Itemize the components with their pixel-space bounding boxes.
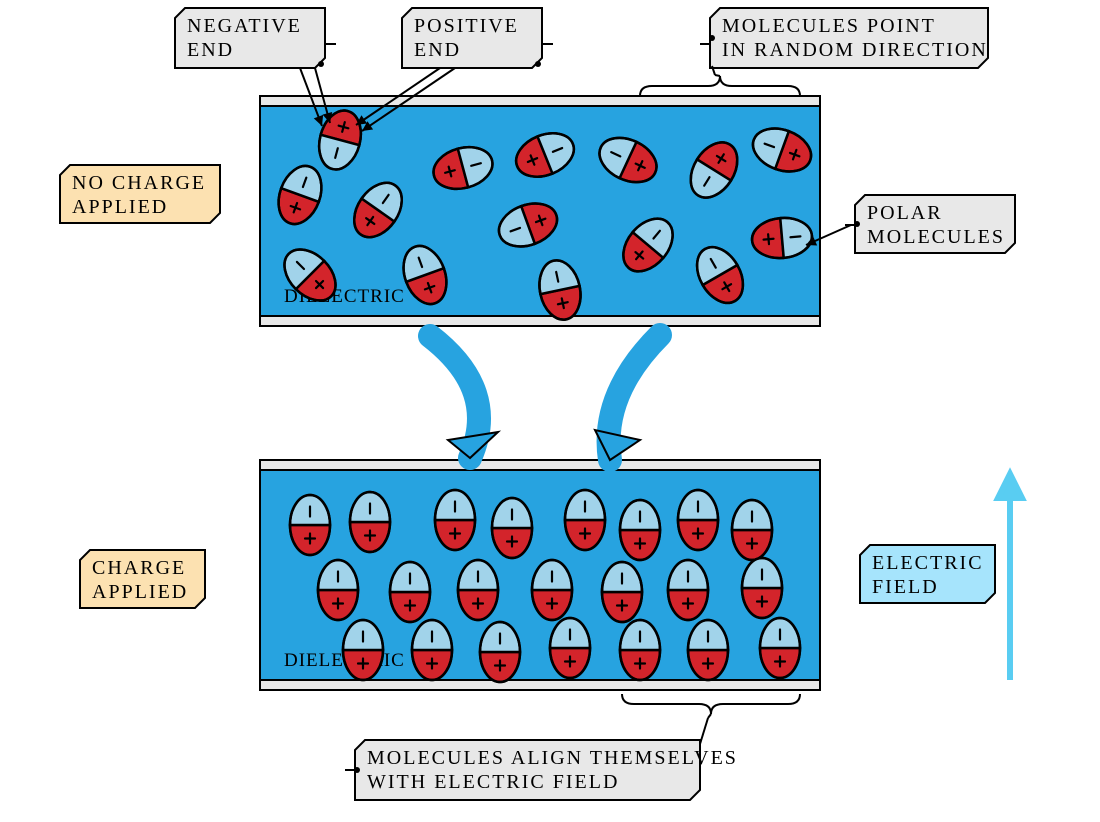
polar-molecule-aligned <box>688 620 728 680</box>
capacitor-plate <box>260 680 820 690</box>
polar-molecule-aligned <box>760 618 800 678</box>
polar-molecule-aligned <box>480 622 520 682</box>
label-align-line1: WITH ELECTRIC FIELD <box>367 771 619 793</box>
polar-molecule-aligned <box>412 620 452 680</box>
label-pos_end-line0: POSITIVE <box>414 15 519 37</box>
label-no_charge-line1: APPLIED <box>72 196 168 218</box>
polar-molecule-aligned <box>532 560 572 620</box>
label-random-line1: IN RANDOM DIRECTION <box>722 39 988 61</box>
polar-molecule-aligned <box>290 495 330 555</box>
label-neg_end-line0: NEGATIVE <box>187 15 302 37</box>
polar-molecule-aligned <box>318 560 358 620</box>
polar-molecule-aligned <box>742 558 782 618</box>
polar-molecule-aligned <box>668 560 708 620</box>
label-charge-line1: APPLIED <box>92 581 188 603</box>
label-polar-line1: MOLECULES <box>867 226 1005 248</box>
polar-molecule-aligned <box>620 500 660 560</box>
polar-molecule-aligned <box>732 500 772 560</box>
label-align-line0: MOLECULES ALIGN THEMSELVES <box>367 747 738 769</box>
capacitor-plate <box>260 96 820 106</box>
label-no_charge-line0: NO CHARGE <box>72 172 206 194</box>
brace <box>640 76 800 96</box>
label-efield-line0: ELECTRIC <box>872 552 984 574</box>
label-random-line0: MOLECULES POINT <box>722 15 936 37</box>
brace <box>622 694 800 714</box>
label-charge-line0: CHARGE <box>92 557 186 579</box>
polar-molecule-aligned <box>678 490 718 550</box>
polar-molecule-aligned <box>492 498 532 558</box>
polar-molecule-aligned <box>565 490 605 550</box>
label-pos_end-line1: END <box>414 39 461 61</box>
polar-molecule-aligned <box>350 492 390 552</box>
polar-molecule-aligned <box>550 618 590 678</box>
dielectric-diagram: DIELECTRICDIELECTRICNEGATIVEENDPOSITIVEE… <box>0 0 1100 822</box>
capacitor-plate <box>260 460 820 470</box>
label-efield-line1: FIELD <box>872 576 939 598</box>
electric-field-arrowhead <box>998 474 1022 498</box>
polar-molecule-aligned <box>458 560 498 620</box>
polar-molecule-aligned <box>390 562 430 622</box>
capacitor-plate <box>260 316 820 326</box>
polar-molecule-aligned <box>343 620 383 680</box>
transition-arrowhead <box>448 432 498 458</box>
polar-molecule-aligned <box>435 490 475 550</box>
label-polar-line0: POLAR <box>867 202 943 224</box>
polar-molecule-aligned <box>620 620 660 680</box>
label-neg_end-line1: END <box>187 39 234 61</box>
polar-molecule-aligned <box>602 562 642 622</box>
